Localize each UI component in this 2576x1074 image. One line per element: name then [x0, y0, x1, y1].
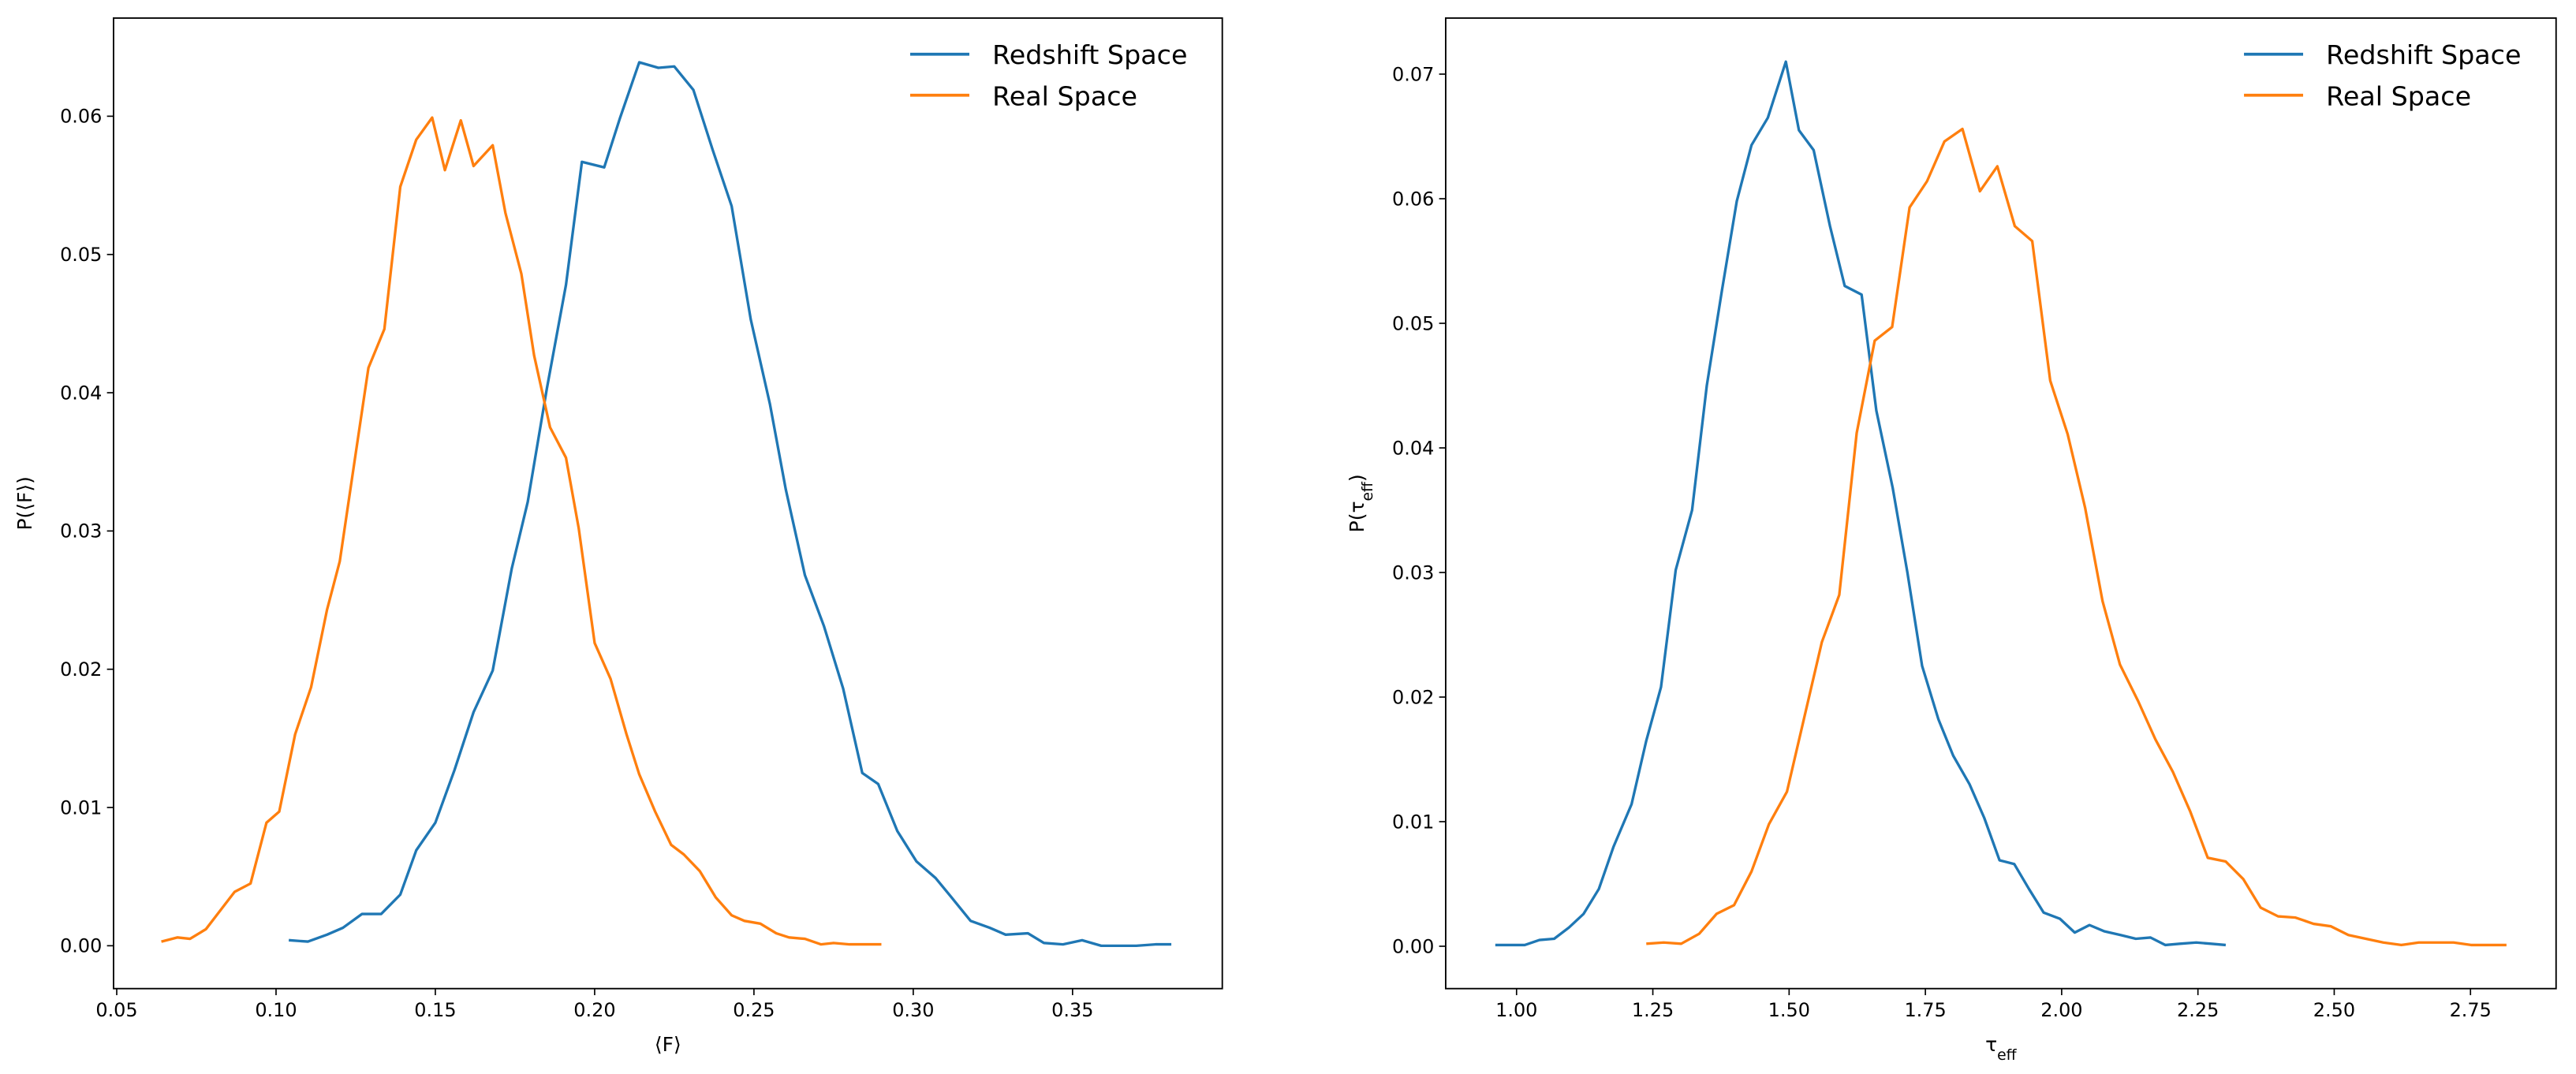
- x-tick-label: 0.20: [573, 999, 615, 1021]
- y-tick-label: 0.01: [1392, 811, 1434, 833]
- y-tick-label: 0.02: [1392, 686, 1434, 708]
- x-tick-label: 0.35: [1051, 999, 1093, 1021]
- y-tick-label: 0.06: [60, 106, 102, 128]
- x-tick-label: 0.30: [892, 999, 934, 1021]
- x-tick-label: 1.25: [1632, 999, 1674, 1021]
- y-tick-label: 0.04: [1392, 437, 1434, 459]
- x-tick-label: 1.50: [1768, 999, 1810, 1021]
- x-axis-label: τeff: [1985, 1033, 2018, 1064]
- data-line: [161, 116, 882, 946]
- x-tick-label: 0.15: [414, 999, 456, 1021]
- y-tick-label: 0.01: [60, 796, 102, 819]
- data-line: [1495, 60, 2227, 947]
- x-tick-label: 0.05: [95, 999, 137, 1021]
- x-tick-label: 2.50: [2313, 999, 2355, 1021]
- label-text: P(⟨F⟩): [13, 476, 36, 530]
- legend-label: Real Space: [992, 80, 1137, 111]
- x-tick-label: 2.25: [2177, 999, 2219, 1021]
- x-tick-label: 0.25: [733, 999, 775, 1021]
- data-line: [289, 61, 1172, 948]
- y-axis-label: P(⟨F⟩): [13, 476, 36, 530]
- plot-frame: [1444, 17, 2557, 990]
- y-tick-label: 0.05: [60, 244, 102, 266]
- y-tick-label: 0.07: [1392, 63, 1434, 85]
- plot-frame: [113, 17, 1223, 990]
- y-axis-label: P(τeff): [1346, 474, 1376, 532]
- label-subscript: eff: [1359, 481, 1376, 502]
- y-tick-label: 0.02: [60, 658, 102, 681]
- legend-label: Redshift Space: [992, 39, 1187, 70]
- y-tick-label: 0.00: [1392, 935, 1434, 957]
- label-text: P(τ: [1346, 501, 1368, 532]
- y-tick-label: 0.03: [60, 520, 102, 543]
- x-tick-label: 1.00: [1495, 999, 1537, 1021]
- y-tick-label: 0.05: [1392, 312, 1434, 334]
- y-tick-label: 0.03: [1392, 561, 1434, 584]
- data-line: [1646, 127, 2507, 947]
- y-tick-label: 0.04: [60, 382, 102, 404]
- label-text: ): [1346, 474, 1368, 482]
- label-text: τ: [1985, 1033, 1997, 1056]
- y-tick-label: 0.06: [1392, 188, 1434, 210]
- x-axis-label: ⟨F⟩: [655, 1033, 681, 1056]
- x-tick-label: 0.10: [255, 999, 297, 1021]
- x-tick-label: 2.00: [2040, 999, 2082, 1021]
- label-subscript: eff: [1997, 1046, 2018, 1063]
- legend-label: Real Space: [2326, 80, 2471, 111]
- y-tick-label: 0.00: [60, 935, 102, 957]
- legend-label: Redshift Space: [2326, 39, 2521, 70]
- x-tick-label: 2.75: [2450, 999, 2492, 1021]
- x-tick-label: 1.75: [1904, 999, 1946, 1021]
- label-text: ⟨F⟩: [655, 1033, 681, 1056]
